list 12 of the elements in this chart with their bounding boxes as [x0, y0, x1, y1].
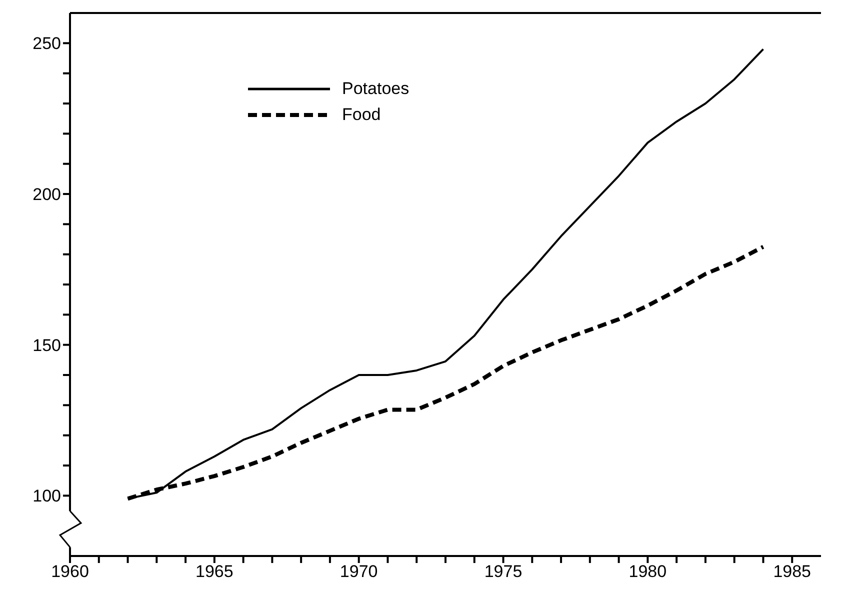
legend-label: Potatoes: [342, 79, 410, 99]
legend-label: Food: [342, 105, 381, 125]
y-tick-label: 250: [32, 34, 61, 54]
y-tick-label: 200: [32, 185, 61, 204]
y-tick-label: 100: [32, 486, 61, 506]
x-tick-label: 1980: [628, 562, 667, 582]
x-tick-label: 1985: [773, 562, 812, 582]
x-tick-label: 1975: [484, 562, 522, 582]
x-tick-label: 1960: [51, 562, 89, 582]
x-tick-label: 1970: [340, 562, 378, 582]
y-tick-label: 150: [32, 336, 61, 355]
x-tick-label: 1965: [196, 562, 234, 582]
